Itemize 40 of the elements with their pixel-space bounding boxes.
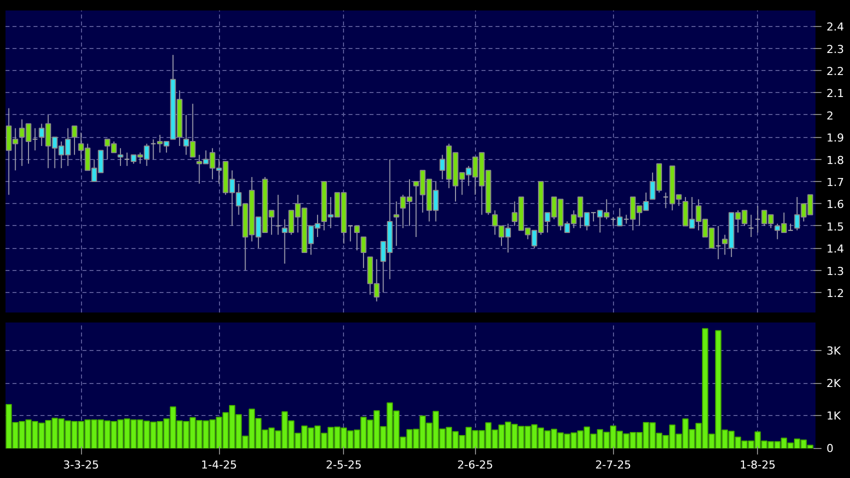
y-tick-label: 2 [826,109,834,122]
y-tick-label: 1.8 [826,154,844,167]
y-tick-label: 1.7 [826,176,844,189]
candlestick [275,194,281,236]
x-tick-label: 2-7-25 [595,458,632,472]
candlestick [616,208,623,226]
candlestick [748,214,754,238]
y-tick-label: 1.5 [826,220,844,234]
x-tick-label: 2-6-25 [457,458,494,472]
candlestick [72,125,78,156]
y-tick-label: 2.3 [826,42,844,56]
y-tick-label: 2.2 [826,64,844,78]
y-tick-label: 2K [826,376,842,390]
candlestick [788,223,794,231]
x-tick-label: 3-3-25 [63,458,100,472]
y-tick-label: 2.1 [826,87,844,100]
y-tick-label: 1K [826,409,842,422]
candlestick [150,138,156,160]
candlestick [32,128,38,151]
candlestick [662,192,669,209]
candlestick [394,200,400,246]
y-tick-label: 1.4 [826,242,844,256]
y-tick-label: 3K [826,344,842,358]
y-tick-label: 2.4 [826,20,844,34]
y-tick-label: 1.6 [826,198,844,212]
candlestick [754,205,761,234]
candlestick [354,225,360,251]
candlestick [360,236,366,269]
candlestick [348,225,354,242]
candlestick [715,225,722,260]
x-tick-label: 1-4-25 [201,458,237,472]
y-tick-label: 1.9 [826,132,844,145]
candlestick [590,212,596,222]
candlestick [118,148,124,166]
y-tick-label: 1.3 [826,264,844,278]
y-tick-label: 1.2 [826,287,844,300]
x-tick-label: 1-8-25 [740,458,776,472]
x-tick-label: 2-5-25 [326,458,362,472]
candlestick [124,152,130,166]
y-tick-label: 0 [826,442,834,455]
